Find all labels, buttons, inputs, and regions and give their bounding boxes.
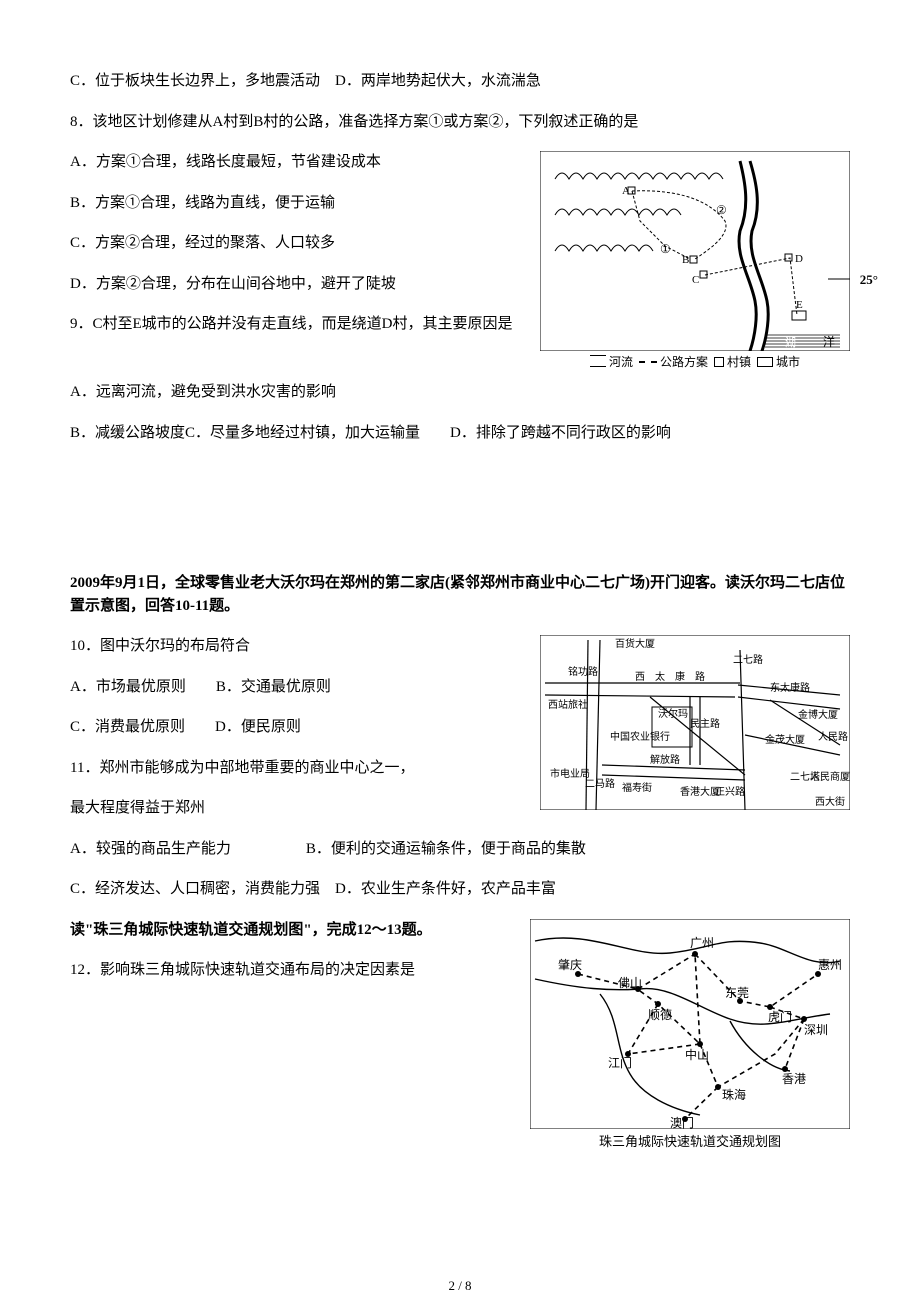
fig1-lat-label: 25° [860,270,878,290]
q12-stem: 12．影响珠三角城际快速轨道交通布局的决定因素是 [70,959,490,982]
svg-text:肇庆: 肇庆 [558,957,582,972]
svg-text:顺德: 顺德 [648,1007,672,1022]
fig1-label-a: A [622,185,630,197]
figure-1-map: A B C D E ① ② [540,151,850,351]
svg-text:佛山: 佛山 [618,976,642,990]
q7-opt-c: C．位于板块生长边界上，多地震活动 [70,73,320,89]
svg-text:人民商厦: 人民商厦 [810,770,850,783]
q7-options-cd: C．位于板块生长边界上，多地震活动 D．两岸地势起伏大，水流湍急 [70,70,850,93]
svg-text:民主路: 民主路 [690,717,720,730]
fig1-sea: 湖 [785,336,796,349]
page-number: 2 / 8 [448,1276,471,1296]
svg-text:福寿街: 福寿街 [622,781,652,794]
svg-text:二马路: 二马路 [585,777,615,790]
figure-3-caption: 珠三角城际快速轨道交通规划图 [530,1132,850,1152]
figure-3-map: 肇庆 广州 佛山 顺德 东莞 虎门 惠州 江门 中山 深圳 珠海 香港 澳门 [530,919,850,1129]
fig1-label-p2: ② [716,203,727,217]
svg-text:金博大厦: 金博大厦 [798,708,838,721]
svg-text:虎门: 虎门 [768,1009,792,1024]
svg-text:市电业局: 市电业局 [550,767,590,780]
svg-text:西站旅社: 西站旅社 [548,698,588,711]
figure-3-container: 肇庆 广州 佛山 顺德 东莞 虎门 惠州 江门 中山 深圳 珠海 香港 澳门 珠… [530,919,850,1152]
svg-text:百货大厦: 百货大厦 [615,637,655,650]
svg-text:惠州: 惠州 [818,958,842,972]
svg-text:二七路: 二七路 [733,653,763,666]
passage-3: 读"珠三角城际快速轨道交通规划图"，完成12～13题。 [70,919,490,942]
svg-text:江门: 江门 [608,1055,632,1070]
svg-text:正兴路: 正兴路 [715,785,745,798]
fig1-label-p1: ① [660,242,671,256]
fig1-ocean: 洋 [823,334,835,349]
svg-text:西大街: 西大街 [815,795,845,808]
q11-opts-ab: A．较强的商品生产能力 B．便利的交通运输条件，便于商品的集散 [70,838,850,861]
svg-text:东太康路: 东太康路 [770,681,810,694]
figure-2-map: 百货大厦 铭功路 西 太 康 路 西站旅社 沃尔玛 民主路 二七路 东太康路 金… [540,635,850,810]
svg-text:西 太 康 路: 西 太 康 路 [635,670,705,683]
q11-opts-cd: C．经济发达、人口稠密，消费能力强 D．农业生产条件好，农产品丰富 [70,878,850,901]
svg-text:沃尔玛: 沃尔玛 [658,707,688,720]
figure-2-container: 百货大厦 铭功路 西 太 康 路 西站旅社 沃尔玛 民主路 二七路 东太康路 金… [540,635,850,810]
figure-1-container: A B C D E ① ② [540,151,850,371]
q8-stem: 8．该地区计划修建从A村到B村的公路，准备选择方案①或方案②，下列叙述正确的是 [70,111,850,134]
svg-text:东莞: 东莞 [725,986,749,1000]
svg-text:深圳: 深圳 [804,1023,828,1037]
fig1-label-e: E [796,299,803,311]
svg-text:中山: 中山 [685,1047,709,1062]
svg-text:广州: 广州 [690,936,714,950]
svg-text:香港: 香港 [782,1072,806,1086]
svg-text:珠海: 珠海 [722,1087,746,1102]
figure-1-legend: 河流 公路方案 村镇 城市 [540,353,850,371]
svg-text:澳门: 澳门 [670,1115,694,1129]
svg-text:解放路: 解放路 [650,753,680,766]
svg-text:人民路: 人民路 [818,730,848,743]
q9-opt-bcd: B．减缓公路坡度C．尽量多地经过村镇，加大运输量 D．排除了跨越不同行政区的影响 [70,422,850,445]
q7-opt-d: D．两岸地势起伏大，水流湍急 [335,73,541,89]
passage-2: 2009年9月1日，全球零售业老大沃尔玛在郑州的第二家店(紧邻郑州市商业中心二七… [70,572,850,617]
svg-text:中国农业银行: 中国农业银行 [610,730,670,743]
svg-text:金茂大厦: 金茂大厦 [765,733,805,746]
svg-text:铭功路: 铭功路 [568,665,598,678]
fig1-label-d: D [795,253,803,265]
fig1-label-c: C [692,274,699,286]
q9-opt-a: A．远离河流，避免受到洪水灾害的影响 [70,381,850,404]
svg-text:香港大厦: 香港大厦 [680,785,720,798]
